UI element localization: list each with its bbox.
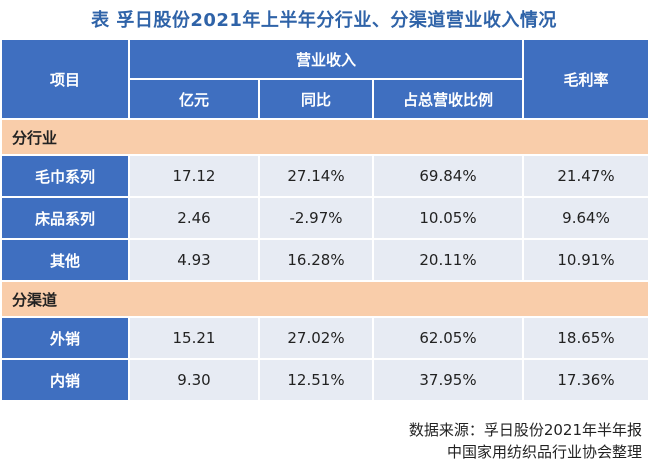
margin-cell: 9.64% xyxy=(522,196,648,240)
source-line-1: 数据来源：孚日股份2021年半年报 xyxy=(408,421,642,439)
margin-cell: 10.91% xyxy=(522,238,648,282)
share-cell: 69.84% xyxy=(372,154,524,198)
margin-cell: 17.36% xyxy=(522,358,648,402)
yoy-cell: 27.02% xyxy=(258,316,374,360)
amount-cell: 15.21 xyxy=(128,316,260,360)
row-label: 外销 xyxy=(0,316,130,360)
header-share: 占总营收比例 xyxy=(372,78,524,120)
revenue-table: 项目 营业收入 毛利率 亿元 同比 占总营收比例 分行业 毛巾系列 17.12 … xyxy=(0,38,648,402)
row-label: 其他 xyxy=(0,238,130,282)
table-row: 外销 15.21 27.02% 62.05% 18.65% xyxy=(0,316,648,360)
row-label: 毛巾系列 xyxy=(0,154,130,198)
header-amount: 亿元 xyxy=(128,78,260,120)
header-revenue-group: 营业收入 xyxy=(128,38,524,80)
header-margin: 毛利率 xyxy=(522,38,648,120)
section-industry: 分行业 xyxy=(0,118,648,156)
table-row: 内销 9.30 12.51% 37.95% 17.36% xyxy=(0,358,648,402)
source-line-2: 中国家用纺织品行业协会整理 xyxy=(446,443,642,461)
table-row: 床品系列 2.46 -2.97% 10.05% 9.64% xyxy=(0,196,648,240)
amount-cell: 4.93 xyxy=(128,238,260,282)
table-row: 毛巾系列 17.12 27.14% 69.84% 21.47% xyxy=(0,154,648,198)
row-label: 床品系列 xyxy=(0,196,130,240)
amount-cell: 17.12 xyxy=(128,154,260,198)
share-cell: 10.05% xyxy=(372,196,524,240)
row-label: 内销 xyxy=(0,358,130,402)
yoy-cell: -2.97% xyxy=(258,196,374,240)
share-cell: 37.95% xyxy=(372,358,524,402)
data-source-note: 数据来源：孚日股份2021年半年报 中国家用纺织品行业协会整理 xyxy=(409,419,642,463)
table-row: 其他 4.93 16.28% 20.11% 10.91% xyxy=(0,238,648,282)
section-channel: 分渠道 xyxy=(0,280,648,318)
margin-cell: 21.47% xyxy=(522,154,648,198)
margin-cell: 18.65% xyxy=(522,316,648,360)
table-title: 表 孚日股份2021年上半年分行业、分渠道营业收入情况 xyxy=(91,10,557,31)
share-cell: 20.11% xyxy=(372,238,524,282)
share-cell: 62.05% xyxy=(372,316,524,360)
yoy-cell: 27.14% xyxy=(258,154,374,198)
header-item: 项目 xyxy=(0,38,130,120)
amount-cell: 9.30 xyxy=(128,358,260,402)
yoy-cell: 16.28% xyxy=(258,238,374,282)
header-yoy: 同比 xyxy=(258,78,374,120)
yoy-cell: 12.51% xyxy=(258,358,374,402)
amount-cell: 2.46 xyxy=(128,196,260,240)
